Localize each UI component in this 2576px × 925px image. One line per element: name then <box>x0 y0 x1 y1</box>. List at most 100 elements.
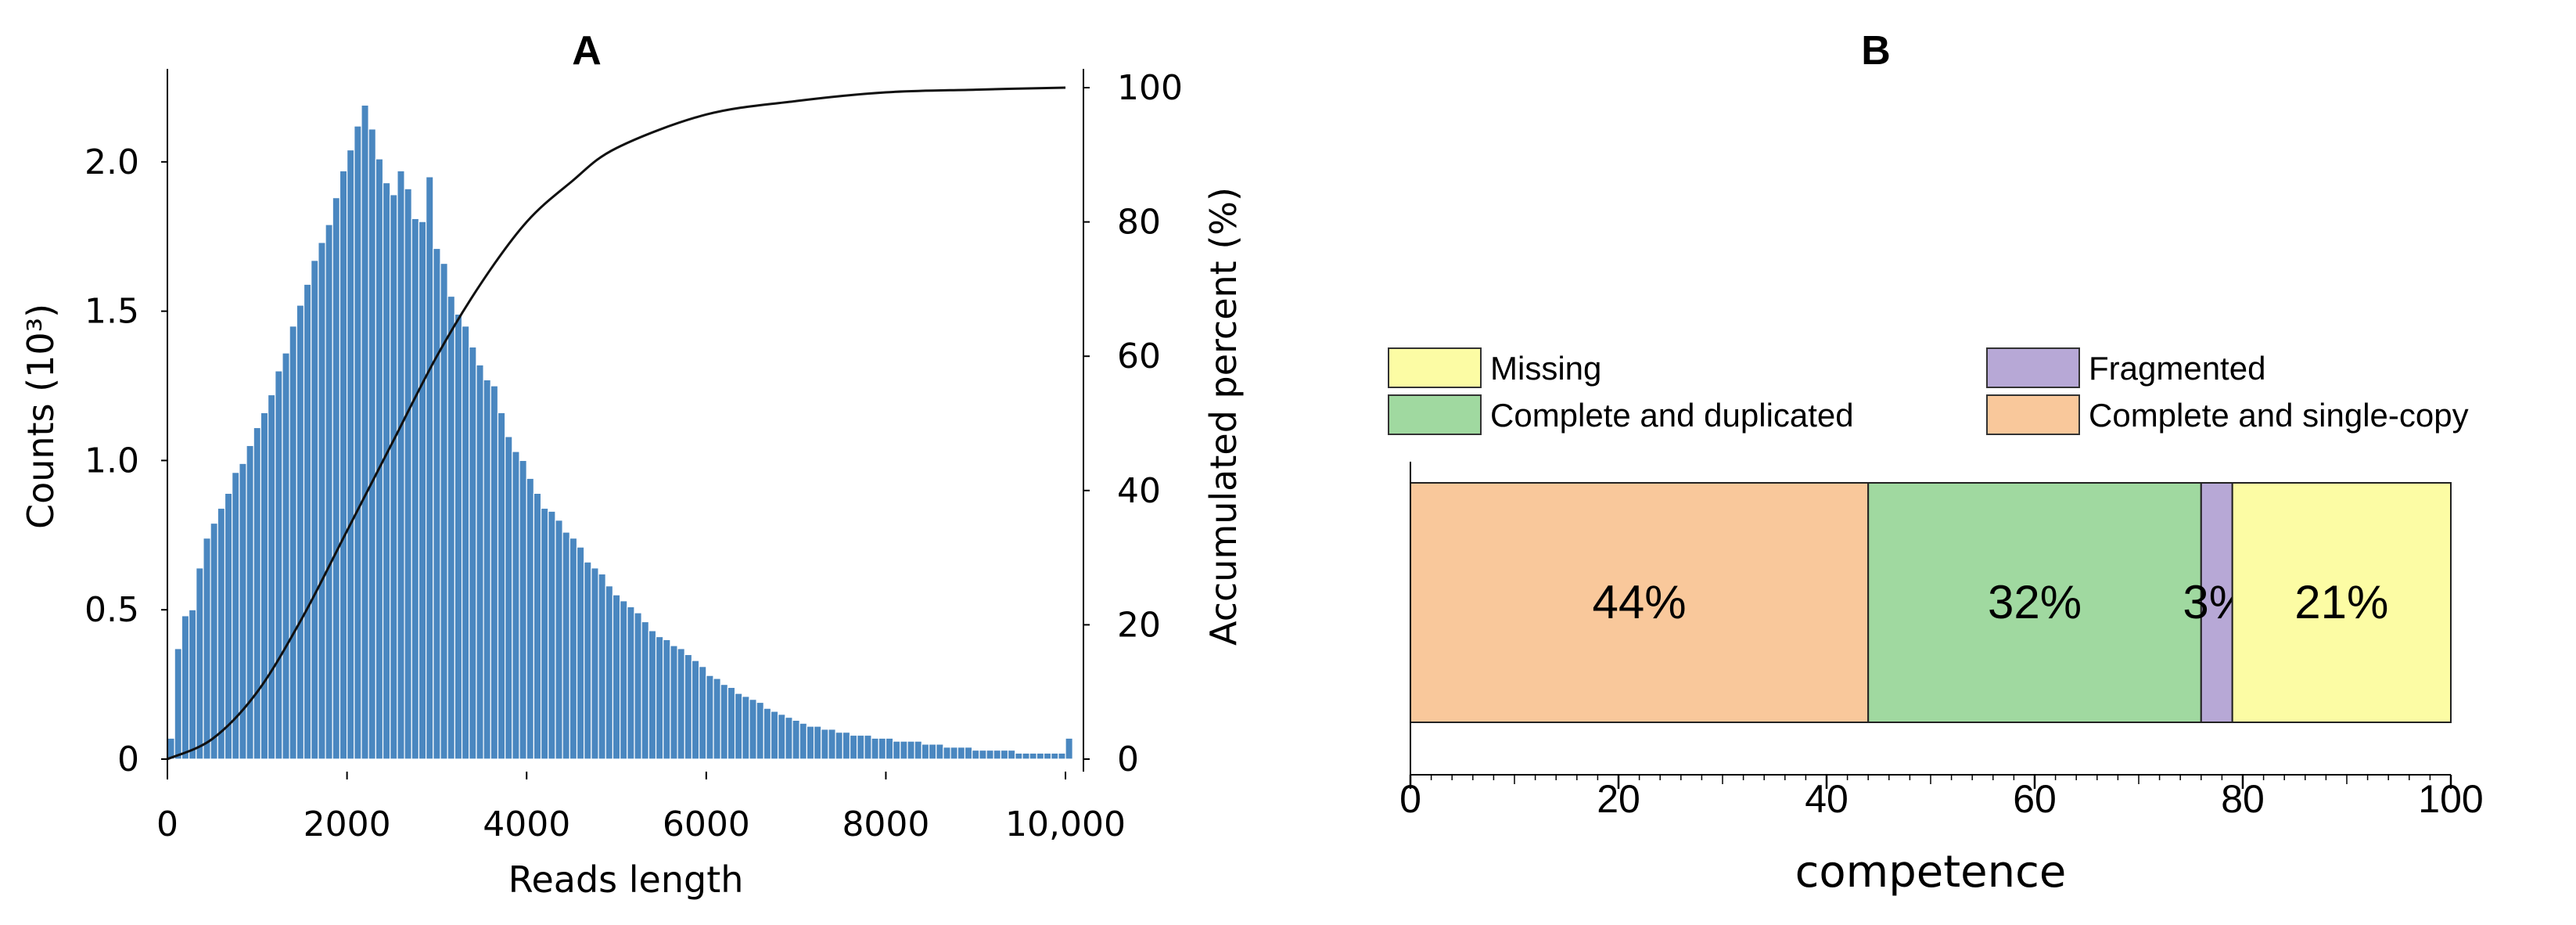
histogram-bar <box>318 242 326 760</box>
histogram-bar <box>885 737 894 760</box>
histogram-bar <box>655 635 664 760</box>
histogram-bar <box>505 436 513 760</box>
histogram-bar <box>878 737 887 760</box>
histogram-bar <box>627 606 635 760</box>
histogram-bar <box>979 749 987 760</box>
histogram-bar <box>677 648 685 760</box>
histogram-bar <box>849 734 858 760</box>
panel-a-label: A <box>572 28 602 74</box>
histogram-bar <box>936 743 944 760</box>
histogram-bar <box>928 743 937 760</box>
stacked-bar-segments: 44% 32% 3% 21% <box>1410 482 2452 723</box>
histogram-bar <box>390 194 398 760</box>
histogram-bar <box>426 176 434 760</box>
histogram-bars <box>167 104 1073 760</box>
x-tick-label-b: 80 <box>2221 777 2265 821</box>
legend-label: Complete and duplicated <box>1490 397 1854 434</box>
histogram-bar <box>713 678 721 760</box>
histogram-bar <box>813 725 822 760</box>
legend-swatch <box>1986 394 2080 435</box>
legend-swatch <box>1388 347 1482 388</box>
histogram-bar <box>1007 749 1016 760</box>
x-tick-label-b: 0 <box>1399 777 1421 821</box>
histogram-bar <box>325 224 333 760</box>
histogram-bar <box>490 385 499 760</box>
bar-segment <box>2231 482 2452 723</box>
histogram-bar <box>526 477 535 760</box>
histogram-bar <box>893 740 901 760</box>
histogram-bar <box>540 507 549 760</box>
histogram-bar <box>210 522 218 760</box>
histogram-bar <box>1043 752 1052 760</box>
histogram-bar <box>821 729 829 760</box>
y-right-tick-label: 0 <box>1117 740 1139 779</box>
x-tick-label-b: 40 <box>1805 777 1848 821</box>
histogram-bar <box>921 743 930 760</box>
histogram-bar <box>842 732 851 760</box>
histogram-bar <box>799 722 808 760</box>
histogram-bar <box>634 612 642 760</box>
histogram-bar <box>576 546 585 760</box>
histogram-bar <box>914 740 922 760</box>
histogram-bar <box>964 747 973 760</box>
y-left-tick-label: 0.5 <box>84 590 139 630</box>
panel-b-ticks: 0 20 40 60 80 100 <box>1399 775 2484 821</box>
histogram-bar <box>828 729 836 760</box>
histogram-bar <box>742 696 750 760</box>
histogram-bar <box>864 734 872 760</box>
histogram-bar <box>734 693 743 760</box>
histogram-bar <box>361 104 369 760</box>
legend-label: Missing <box>1490 350 1601 387</box>
histogram-bar <box>512 451 520 760</box>
legend-swatch <box>1388 394 1482 435</box>
histogram-bar <box>267 394 276 760</box>
x-tick-label-a: 10,000 <box>1005 804 1126 844</box>
histogram-bar <box>727 686 736 760</box>
panel-a-ticks: 0 2000 4000 6000 8000 10,000 0 0.5 1.0 1.5 2.0 0 20 4… <box>84 68 1183 844</box>
x-axis-title-b: competence <box>1795 847 2067 898</box>
histogram-bar <box>785 716 793 760</box>
histogram-bar <box>253 427 261 760</box>
y-axis-title-left: Counts (10³) <box>20 304 62 529</box>
histogram-bar <box>433 247 441 760</box>
cumulative-percent-curve <box>167 86 1066 761</box>
histogram-bar <box>562 531 570 760</box>
histogram-bar <box>411 218 420 760</box>
y-right-tick-label: 40 <box>1117 471 1161 511</box>
segment-value-label: 44% <box>1593 576 1687 628</box>
histogram-bar <box>749 699 757 760</box>
histogram-bar <box>555 520 563 760</box>
y-right-tick-label: 100 <box>1117 68 1183 108</box>
histogram-bar <box>339 170 348 760</box>
histogram-bar <box>311 260 319 760</box>
x-axis-title-a: Reads length <box>508 858 744 901</box>
histogram-bar <box>684 653 693 760</box>
histogram-bar <box>1000 749 1009 760</box>
y-right-tick-label: 60 <box>1117 337 1161 376</box>
histogram-bar <box>1058 752 1066 760</box>
histogram-bar <box>670 645 678 760</box>
histogram-bar <box>375 158 384 760</box>
y-right-tick-label: 20 <box>1117 605 1161 645</box>
histogram-bar <box>1036 752 1045 760</box>
legend-swatch <box>1986 347 2080 388</box>
histogram-bar <box>469 346 477 760</box>
histogram-bar <box>282 352 290 760</box>
x-tick-label-a: 4000 <box>483 804 570 844</box>
histogram-bar <box>641 621 649 760</box>
histogram-bar <box>476 364 484 760</box>
histogram-bar <box>224 492 233 760</box>
histogram-bar <box>871 737 879 760</box>
histogram-bar <box>907 740 915 760</box>
histogram-bar <box>174 648 182 760</box>
histogram-bar <box>612 594 621 760</box>
histogram-bar <box>246 445 254 760</box>
histogram-bar <box>483 379 491 760</box>
x-tick-label-a: 8000 <box>842 804 929 844</box>
histogram-bar <box>972 749 980 760</box>
y-left-tick-label: 1.0 <box>84 441 139 480</box>
y-left-tick-label: 1.5 <box>84 292 139 332</box>
legend-label: Complete and single-copy <box>2089 397 2469 434</box>
histogram-bar <box>648 630 657 760</box>
histogram-bar <box>569 538 578 760</box>
